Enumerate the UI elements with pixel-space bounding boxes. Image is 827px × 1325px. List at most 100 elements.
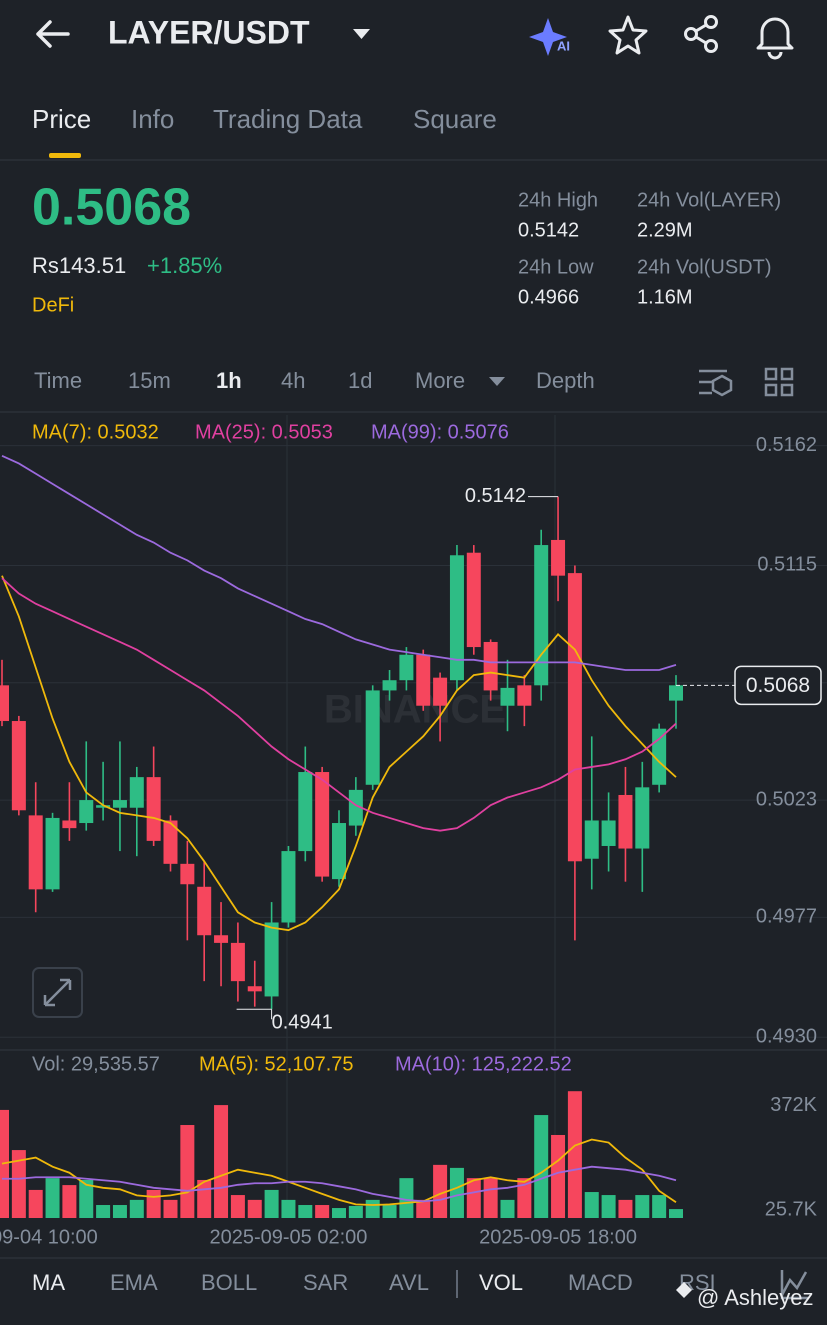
fiat-price: Rs143.51 xyxy=(32,253,126,278)
volume-bar xyxy=(264,1189,279,1218)
x-tick-label: 2025-09-05 18:00 xyxy=(479,1226,637,1248)
favorite-button[interactable] xyxy=(608,15,648,55)
volume-bar xyxy=(365,1199,380,1218)
stat-value: 0.5142 xyxy=(518,219,579,241)
indicator-tab[interactable]: MA xyxy=(32,1270,65,1295)
candle-body xyxy=(163,820,178,864)
candle-body xyxy=(551,539,566,576)
timeframe[interactable]: 1h xyxy=(216,368,242,393)
price-change: +1.85% xyxy=(147,253,222,278)
candle-body xyxy=(399,654,414,681)
pair-title[interactable]: LAYER/USDT xyxy=(108,14,310,50)
pair-dropdown[interactable] xyxy=(353,29,370,39)
tab[interactable]: Square xyxy=(413,104,497,134)
volume-bar xyxy=(652,1195,667,1218)
timeframe[interactable]: 1d xyxy=(348,368,372,393)
x-tick-label: 2025-09-04 10:00 xyxy=(0,1226,98,1248)
indicator-tab[interactable]: BOLL xyxy=(201,1270,257,1295)
y-tick-label: 0.5115 xyxy=(757,554,817,576)
candle-body xyxy=(214,935,229,943)
indicator-tab[interactable]: SAR xyxy=(303,1270,348,1295)
tab[interactable]: Price xyxy=(32,104,91,134)
candle-body xyxy=(112,800,127,808)
stat-value: 0.4966 xyxy=(518,286,579,308)
share-button[interactable] xyxy=(684,15,718,53)
candle-body xyxy=(247,986,262,992)
timeframe[interactable]: Depth xyxy=(536,368,595,393)
y-tick-label: 0.5162 xyxy=(756,434,817,456)
last-price-tag xyxy=(734,665,822,706)
candle-body xyxy=(669,685,683,701)
timeframe[interactable]: 4h xyxy=(281,368,305,393)
x-tick-label: 2025-09-05 02:00 xyxy=(209,1226,367,1248)
candle-body xyxy=(517,685,532,706)
volume-bar xyxy=(163,1199,178,1218)
layout-toggle[interactable] xyxy=(764,367,794,397)
legend-entry: MA(5): 52,107.75 xyxy=(199,1053,354,1075)
stat-label: 24h Vol(LAYER) xyxy=(637,189,781,211)
fullscreen-icon xyxy=(43,978,72,1007)
candle-body xyxy=(79,800,94,824)
fullscreen-button[interactable] xyxy=(32,967,83,1018)
volume-bar xyxy=(433,1164,448,1218)
ma-line xyxy=(1,454,677,671)
y-tick-label: 0.4977 xyxy=(756,906,817,928)
candle-body xyxy=(483,641,498,691)
y-tick-label: 0.5023 xyxy=(756,788,817,810)
volume-bar xyxy=(112,1205,127,1218)
candle-body xyxy=(618,794,633,849)
ma-line xyxy=(1,575,677,932)
tab[interactable]: Info xyxy=(131,104,174,134)
candle-body xyxy=(129,777,144,808)
volume-ma-line xyxy=(1,1138,677,1206)
ma-line xyxy=(1,577,677,832)
category-tag[interactable]: DeFi xyxy=(32,294,74,316)
candle-body xyxy=(315,772,330,877)
indicator-settings[interactable] xyxy=(780,1270,808,1300)
indicator-tab[interactable]: EMA xyxy=(110,1270,158,1295)
stat-value: 2.29M xyxy=(637,219,693,241)
indicator-tab[interactable]: AVL xyxy=(389,1270,429,1295)
volume-bar xyxy=(517,1178,532,1218)
candle-body xyxy=(500,687,515,706)
timeframe[interactable]: More xyxy=(415,368,465,393)
last-price: 0.5068 xyxy=(32,179,191,237)
volume-bar xyxy=(28,1189,43,1218)
indicator-tab[interactable]: MACD xyxy=(568,1270,633,1295)
chart-area: 0.51620.51150.50690.50230.49770.4930BINA… xyxy=(0,415,827,1248)
back-button[interactable] xyxy=(36,20,70,48)
chart-settings[interactable] xyxy=(699,369,733,397)
volume-bar xyxy=(483,1178,498,1218)
volume-bar xyxy=(416,1199,431,1218)
volume-bar xyxy=(382,1205,397,1218)
timeframe[interactable]: Time xyxy=(34,368,82,393)
volume-bar xyxy=(449,1167,464,1218)
indicator-tab[interactable]: VOL xyxy=(479,1270,523,1295)
candle-body xyxy=(281,851,296,923)
candle-body xyxy=(365,690,380,785)
volume-bar xyxy=(601,1195,616,1218)
volume-bar xyxy=(534,1115,549,1218)
timeframe[interactable]: 15m xyxy=(128,368,171,393)
credit-logo xyxy=(676,1282,692,1298)
volume-bar xyxy=(129,1199,144,1218)
candle-body xyxy=(433,677,448,706)
low-marker xyxy=(236,1008,273,1020)
volume-bar xyxy=(180,1125,195,1218)
candle-body xyxy=(584,820,599,859)
candle-body xyxy=(635,787,650,849)
alert-button[interactable] xyxy=(756,17,794,60)
candle-body xyxy=(382,680,397,691)
watermark: BINANCE xyxy=(324,688,506,732)
volume-bar xyxy=(551,1134,566,1218)
candle-body xyxy=(567,573,582,862)
volume-bar xyxy=(45,1178,60,1218)
tab[interactable]: Trading Data xyxy=(213,104,363,134)
candle-body xyxy=(230,942,245,982)
more-caret[interactable] xyxy=(489,377,505,386)
volume-bar xyxy=(146,1189,161,1218)
ai-button[interactable]: AI xyxy=(529,18,570,56)
candle-body xyxy=(96,805,111,808)
